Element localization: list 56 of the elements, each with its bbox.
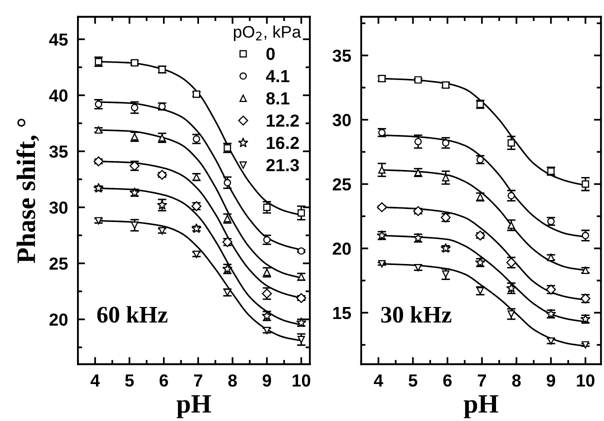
- y-tick-label: 20: [332, 242, 351, 255]
- y-tick-label: 20: [49, 314, 68, 326]
- y-tick-label: 35: [332, 50, 351, 62]
- x-axis-title: pH: [464, 395, 498, 418]
- point: [508, 139, 515, 147]
- point: [191, 223, 202, 234]
- x-tick-label: 6: [443, 374, 452, 387]
- point: [298, 336, 305, 344]
- legend-title: pO$_{2}$, kPa: [234, 26, 302, 42]
- point: [582, 180, 590, 188]
- point: [130, 104, 138, 112]
- legend-label: 12.2: [266, 114, 299, 127]
- x-tick-label: 10: [576, 374, 594, 387]
- point: [582, 341, 590, 349]
- legend-label: 4.1: [266, 70, 290, 82]
- x-tick-label: 7: [194, 374, 202, 386]
- x-tick-label: 9: [546, 374, 556, 387]
- point: [263, 204, 271, 211]
- y-tick-label: 30: [332, 114, 351, 126]
- point: [298, 247, 305, 255]
- x-tick-label: 8: [228, 374, 237, 387]
- x-tick-label: 10: [292, 374, 310, 387]
- y-axis-title: Phase shift, °: [16, 118, 40, 264]
- point: [440, 242, 451, 253]
- legend-label: 8.1: [266, 92, 290, 105]
- x-tick-label: 8: [512, 374, 521, 387]
- x-tick-label: 7: [478, 374, 486, 386]
- annotation: 30 kHz: [381, 306, 452, 323]
- y-tick-label: 25: [49, 257, 68, 270]
- point: [298, 209, 305, 217]
- y-tick-label: 45: [49, 34, 68, 46]
- point: [376, 202, 387, 212]
- x-tick-label: 4: [374, 374, 384, 386]
- point: [414, 76, 422, 84]
- point: [378, 166, 386, 174]
- y-tick-label: 15: [333, 307, 351, 320]
- point: [378, 260, 386, 268]
- x-tick-label: 5: [125, 374, 134, 387]
- point: [93, 182, 104, 193]
- x-tick-label: 5: [408, 374, 418, 387]
- legend-label: 21.3: [266, 159, 299, 172]
- annotation: 60 kHz: [97, 306, 168, 323]
- point: [508, 222, 515, 229]
- y-tick-label: 25: [332, 178, 351, 191]
- x-axis-title: pH: [176, 395, 212, 418]
- point: [414, 138, 422, 146]
- x-tick-label: 4: [90, 374, 100, 386]
- y-tick-label: 30: [49, 201, 68, 214]
- y-tick-label: 35: [49, 145, 68, 158]
- x-tick-label: 6: [160, 374, 168, 387]
- legend-label: 0: [266, 48, 275, 60]
- point: [296, 293, 306, 304]
- legend-label: 16.2: [266, 136, 299, 150]
- y-tick-label: 40: [49, 89, 68, 102]
- x-tick-label: 9: [262, 374, 272, 387]
- point: [224, 178, 232, 186]
